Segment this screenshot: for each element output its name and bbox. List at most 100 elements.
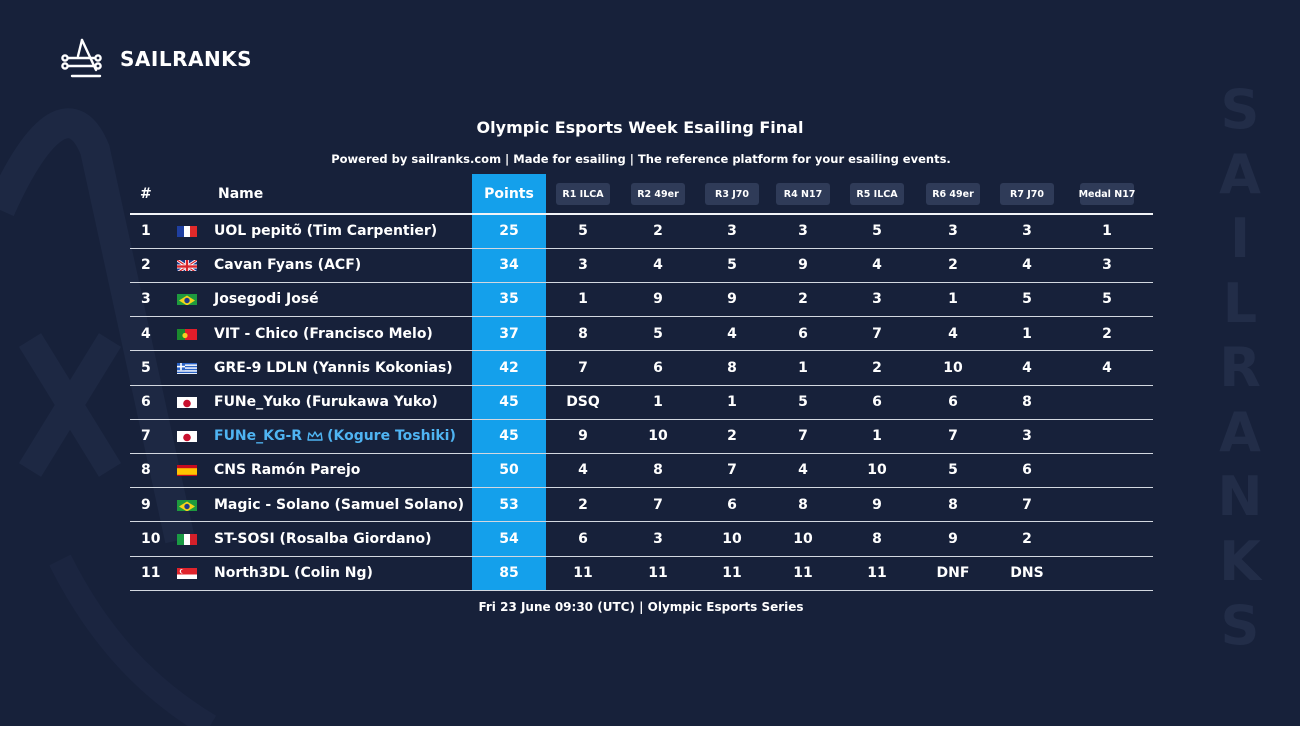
header-divider xyxy=(130,213,1153,215)
race-result-cell: 1 xyxy=(1102,223,1112,239)
race-result-cell xyxy=(1077,556,1137,590)
points-cell: 85 xyxy=(499,565,519,581)
race-result-cell: 2 xyxy=(653,223,663,239)
sailranks-logo[interactable]: SAILRANKS xyxy=(60,36,252,82)
row-divider xyxy=(130,247,1153,249)
rank-cell: 4 xyxy=(141,325,151,342)
rank-cell: 6 xyxy=(141,394,151,410)
race-result-cell: 7 xyxy=(1022,496,1032,513)
rank-cell: 1 xyxy=(141,223,151,239)
row-divider xyxy=(130,281,1153,283)
watermark-letter: K xyxy=(1219,529,1261,593)
sailranks-logo-icon xyxy=(61,38,102,78)
race-result-cell: 5 xyxy=(872,223,882,239)
competitor-name[interactable]: VIT - Chico (Francisco Melo) xyxy=(214,317,433,351)
race-result-cell: 3 xyxy=(1022,223,1032,239)
competitor-name-text: North3DL (Colin Ng) xyxy=(214,565,373,581)
competitor-name[interactable]: ST-SOSI (Rosalba Giordano) xyxy=(214,522,432,556)
race-result-cell: 9 xyxy=(872,496,882,513)
race-result-cell: 3 xyxy=(1102,257,1112,274)
race-result-cell: 9 xyxy=(578,428,588,445)
race-result-cell: DNF xyxy=(936,565,970,581)
race-header: R4 N17 xyxy=(776,183,830,205)
race-result-cell: 3 xyxy=(578,257,588,274)
race-result-cell: 7 xyxy=(872,325,882,342)
race-result-cell: 10 xyxy=(793,530,813,547)
race-result-cell: 4 xyxy=(578,462,588,479)
competitor-name-text: Josegodi José xyxy=(214,291,319,308)
race-result-cell: DNS xyxy=(1010,565,1044,581)
points-cell: 42 xyxy=(499,359,519,376)
race-header: R5 ILCA xyxy=(850,183,904,205)
race-result-cell: 9 xyxy=(948,530,958,547)
race-result-cell: 11 xyxy=(722,565,742,581)
competitor-name[interactable]: FUNe_Yuko (Furukawa Yuko) xyxy=(214,385,438,419)
rank-cell: 5 xyxy=(141,359,151,376)
rank-cell: 9 xyxy=(141,496,151,513)
portugal-flag xyxy=(177,327,197,340)
race-result-cell: 11 xyxy=(648,565,668,581)
watermark-letter: S xyxy=(1220,594,1260,657)
race-result-cell: 6 xyxy=(653,359,663,376)
rank-cell: 7 xyxy=(141,428,151,445)
competitor-name-text: Magic - Solano (Samuel Solano) xyxy=(214,496,465,513)
competitor-name-text: FUNe_Yuko (Furukawa Yuko) xyxy=(214,394,438,410)
race-result-cell: 4 xyxy=(1022,359,1032,376)
race-result-cell: 2 xyxy=(727,428,737,445)
race-result-cell: 3 xyxy=(727,223,737,239)
race-result-cell: 4 xyxy=(948,325,958,342)
watermark-letter: R xyxy=(1219,336,1261,399)
race-header: R3 J70 xyxy=(705,183,759,205)
competitor-name-text: GRE-9 LDLN (Yannis Kokonias) xyxy=(214,359,453,376)
competitor-name[interactable]: Cavan Fyans (ACF) xyxy=(214,248,361,282)
competitor-name[interactable]: Josegodi José xyxy=(214,282,319,316)
race-result-cell: 1 xyxy=(727,394,737,410)
competitor-name[interactable]: GRE-9 LDLN (Yannis Kokonias) xyxy=(214,351,453,385)
race-result-cell: DSQ xyxy=(566,394,600,410)
italy-flag xyxy=(177,532,197,545)
competitor-name[interactable]: North3DL (Colin Ng) xyxy=(214,556,373,590)
race-result-cell: 4 xyxy=(1102,359,1112,376)
race-result-cell xyxy=(1077,419,1137,453)
watermark-letter: I xyxy=(1229,207,1251,270)
race-result-cell: 6 xyxy=(578,530,588,547)
race-result-cell: 9 xyxy=(798,257,808,274)
race-result-cell: 6 xyxy=(872,394,882,410)
race-result-cell: 10 xyxy=(722,530,742,547)
race-result-cell: 6 xyxy=(798,325,808,342)
race-result-cell: 2 xyxy=(872,359,882,376)
competitor-name-text: Cavan Fyans (ACF) xyxy=(214,257,362,274)
race-result-cell: 7 xyxy=(948,428,958,445)
race-result-cell: 5 xyxy=(798,394,808,410)
race-result-cell: 3 xyxy=(872,291,882,308)
race-result-cell: 1 xyxy=(798,359,808,376)
competitor-name[interactable]: CNS Ramón Parejo xyxy=(214,453,360,487)
event-footer: Fri 23 June 09:30 (UTC) | Olympic Esport… xyxy=(478,600,804,614)
row-divider xyxy=(130,350,1153,352)
row-divider xyxy=(130,316,1153,318)
points-cell: 37 xyxy=(499,325,519,342)
race-result-cell: 4 xyxy=(872,257,882,274)
race-header: R2 49er xyxy=(631,183,685,205)
spain-flag xyxy=(177,463,197,477)
race-result-cell: 5 xyxy=(1022,291,1032,308)
brazil-flag xyxy=(177,498,197,511)
competitor-name[interactable]: UOL pepitõ (Tim Carpentier) xyxy=(214,214,437,248)
race-result-cell: 8 xyxy=(872,530,882,547)
race-result-cell: 3 xyxy=(1022,428,1032,445)
japan-flag xyxy=(177,429,197,443)
competitor-name[interactable]: Magic - Solano (Samuel Solano) xyxy=(214,488,464,522)
watermark-letter: A xyxy=(1219,400,1261,464)
points-cell: 50 xyxy=(499,462,519,479)
race-result-cell: 2 xyxy=(1022,530,1032,547)
row-divider xyxy=(130,452,1153,454)
brand-name: SAILRANKS xyxy=(120,47,253,71)
race-result-cell xyxy=(1077,453,1137,487)
competitor-name[interactable]: FUNe_KG-R (Kogure Toshiki) xyxy=(214,419,456,453)
race-result-cell xyxy=(1077,522,1137,556)
race-result-cell: 1 xyxy=(653,394,663,410)
race-result-cell: 11 xyxy=(793,565,813,581)
points-cell: 54 xyxy=(499,530,519,547)
